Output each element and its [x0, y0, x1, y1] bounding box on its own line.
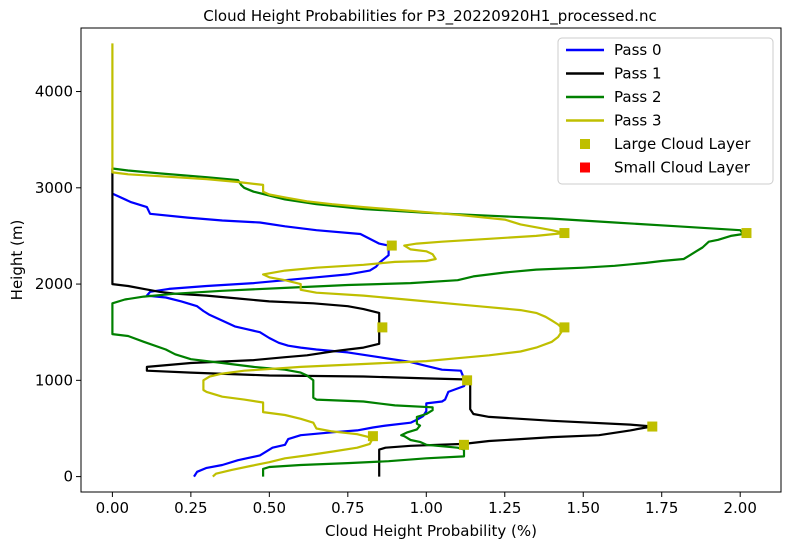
series-line-pass-3: [111, 43, 566, 478]
plot-frame: [80, 27, 782, 493]
x-tick-label: 0.50: [253, 499, 286, 517]
series-line-pass-0: [111, 192, 469, 478]
x-tick-label: 1.75: [645, 499, 678, 517]
series-line-pass-2: [111, 167, 745, 477]
large-cloud-layer-marker-2: [386, 240, 397, 251]
large-cloud-layer-marker-0: [741, 228, 752, 239]
x-tick-label: 1.50: [567, 499, 600, 517]
large-cloud-layer-marker-4: [559, 322, 570, 333]
legend-label-pass-0: Pass 0: [614, 41, 662, 59]
series-line-pass-1: [111, 168, 654, 477]
y-tick-label: 0: [63, 468, 73, 486]
legend-box: [557, 37, 774, 185]
legend: Pass 0 Pass 1 Pass 2 Pass 3 Large Cloud Laye…: [557, 37, 774, 185]
x-axis: 0.00 0.25 0.50 0.75 1.00 1.25 1.50 1.75 2.00: [96, 492, 757, 517]
legend-label-pass-3: Pass 3: [614, 112, 662, 130]
large-cloud-layer-marker-8: [458, 439, 469, 450]
legend-label-pass-1: Pass 1: [614, 65, 662, 83]
legend-label-large-cloud-layer: Large Cloud Layer: [614, 135, 751, 153]
y-tick-label: 2000: [35, 275, 73, 293]
y-tick-label: 4000: [35, 83, 73, 101]
y-axis: 0 1000 2000 3000 4000: [35, 83, 81, 486]
x-tick-label: 0.75: [331, 499, 364, 517]
x-tick-label: 1.25: [488, 499, 521, 517]
chart-title: Cloud Height Probabilities for P3_202209…: [203, 7, 656, 26]
large-cloud-layer-marker-6: [647, 421, 658, 432]
y-axis-title: Height (m): [8, 220, 26, 301]
large-cloud-layer-marker-7: [367, 431, 378, 442]
plot-area: [111, 43, 752, 478]
large-cloud-layer-marker-1: [559, 228, 570, 239]
legend-swatch-small-cloud-layer: [580, 162, 590, 173]
legend-label-small-cloud-layer: Small Cloud Layer: [614, 159, 751, 177]
x-tick-label: 2.00: [723, 499, 756, 517]
x-tick-label: 0.25: [174, 499, 207, 517]
large-cloud-layer-marker-3: [377, 322, 388, 333]
legend-label-pass-2: Pass 2: [614, 88, 662, 106]
large-cloud-layer-marker-5: [462, 375, 473, 386]
y-tick-label: 3000: [35, 179, 73, 197]
x-tick-label: 1.00: [410, 499, 443, 517]
legend-swatch-large-cloud-layer: [580, 139, 590, 149]
y-tick-label: 1000: [35, 371, 73, 389]
x-axis-title: Cloud Height Probability (%): [325, 522, 537, 540]
x-tick-label: 0.00: [96, 499, 129, 517]
